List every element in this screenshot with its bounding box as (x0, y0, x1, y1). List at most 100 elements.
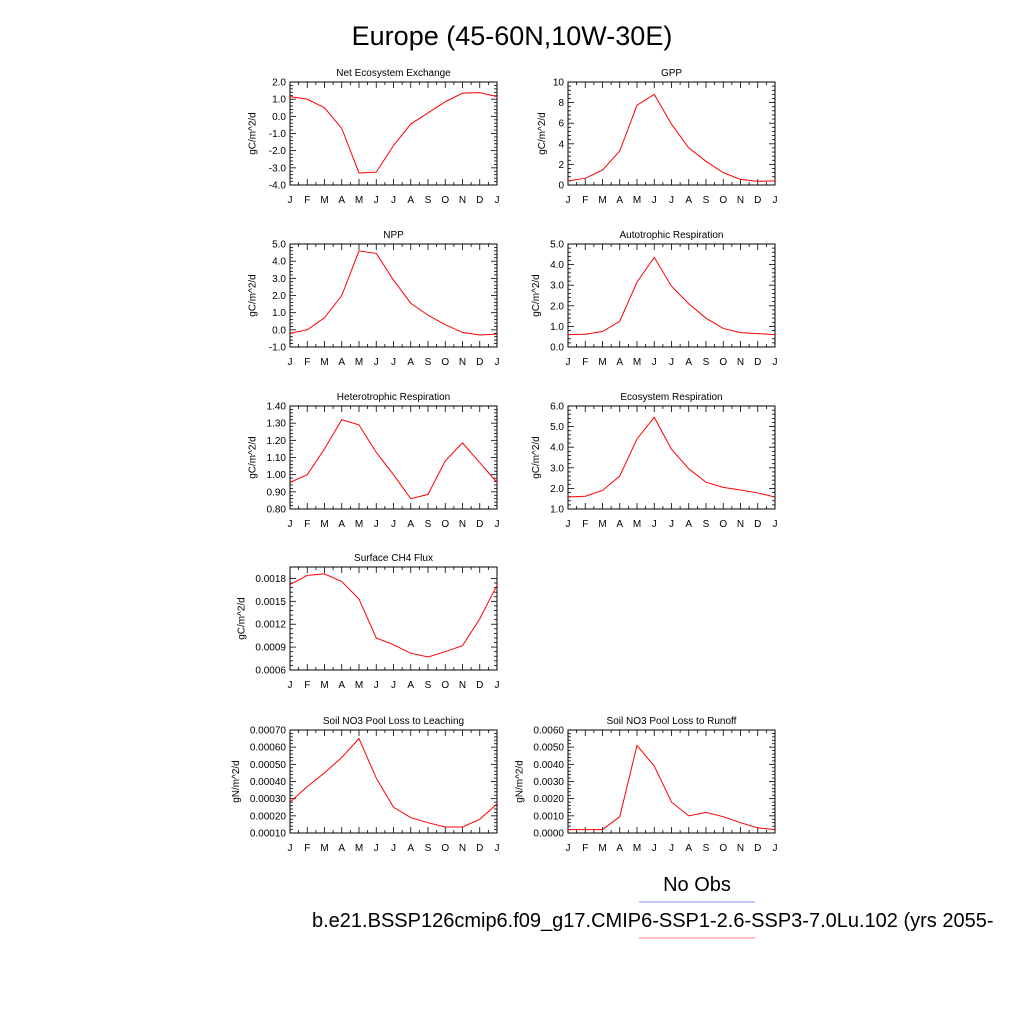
x-tick-label: A (685, 195, 692, 206)
series-line (568, 744, 776, 831)
y-tick-label: 3.0 (550, 463, 564, 474)
y-axis-label: gC/m^2/d (531, 274, 542, 317)
x-tick-label: N (459, 357, 466, 368)
x-tick-label: D (476, 843, 483, 854)
x-tick-label: J (773, 519, 778, 530)
y-axis-label: gC/m^2/d (248, 274, 259, 317)
x-tick-label: A (407, 357, 414, 368)
x-tick-label: S (425, 195, 432, 206)
y-axis-label: gN/m^2/d (231, 760, 242, 803)
panel-title: Ecosystem Respiration (620, 392, 722, 403)
x-tick-label: M (598, 843, 606, 854)
x-tick-label: D (476, 357, 483, 368)
y-tick-label: 10 (553, 78, 565, 89)
x-tick-label: S (425, 843, 432, 854)
x-tick-label: N (459, 843, 466, 854)
x-tick-label: M (633, 195, 641, 206)
y-tick-label: 0.0000 (533, 829, 564, 840)
x-tick-label: J (374, 843, 379, 854)
x-tick-label: M (320, 195, 328, 206)
y-tick-label: 4.0 (550, 443, 564, 454)
plot-frame (289, 729, 498, 834)
x-tick-label: O (441, 519, 449, 530)
x-tick-label: J (566, 519, 571, 530)
y-axis-label: gC/m^2/d (248, 436, 259, 479)
x-tick-label: N (737, 843, 744, 854)
y-tick-label: 0.0020 (533, 794, 564, 805)
y-tick-label: -4.0 (269, 181, 287, 192)
x-tick-label: M (633, 357, 641, 368)
x-tick-label: J (566, 843, 571, 854)
x-tick-label: J (669, 843, 674, 854)
x-tick-label: J (391, 843, 396, 854)
x-tick-label: A (616, 357, 623, 368)
y-tick-label: 5.0 (272, 240, 286, 251)
x-tick-label: A (338, 843, 345, 854)
x-tick-label: A (616, 195, 623, 206)
plot-frame (289, 243, 498, 348)
panel-ecosystem-respiration: J F M A M J J A S O N D J1.02.03.04.05.06.0Ecosystem… (531, 392, 777, 530)
x-tick-label: A (685, 357, 692, 368)
x-tick-label: F (582, 195, 588, 206)
y-tick-label: 0.0012 (255, 620, 286, 631)
x-tick-label: N (459, 680, 466, 691)
x-tick-label: J (495, 680, 500, 691)
x-tick-label: N (459, 195, 466, 206)
panel-title: Soil NO3 Pool Loss to Runoff (607, 716, 737, 727)
y-tick-label: 1.0 (272, 95, 286, 106)
x-tick-label: F (582, 843, 588, 854)
series-line (289, 419, 498, 500)
y-axis-label: gC/m^2/d (236, 597, 247, 640)
figure-title: Europe (45-60N,10W-30E) (352, 21, 673, 51)
x-tick-label: F (582, 519, 588, 530)
y-tick-label: 1.0 (272, 308, 286, 319)
legend-label-obs: No Obs (663, 874, 731, 896)
x-tick-label: J (652, 357, 657, 368)
panel-title: Heterotrophic Respiration (337, 392, 450, 403)
y-tick-label: 4 (558, 139, 564, 150)
x-tick-label: N (459, 519, 466, 530)
panel-npp: J F M A M J J A S O N D J-1.00.01.02.03.04.05.0NPPgC… (248, 230, 500, 368)
series-line (289, 737, 498, 828)
series-line (289, 92, 498, 174)
plot-frame (567, 729, 776, 834)
legend: No Obs b.e21.BSSP126cmip6.f09_g17.CMIP6-… (312, 874, 994, 939)
legend-label-model: b.e21.BSSP126cmip6.f09_g17.CMIP6-SSP1-2.… (312, 910, 994, 932)
y-tick-label: 0.00040 (250, 777, 287, 788)
x-tick-label: O (441, 357, 449, 368)
x-tick-label: J (391, 680, 396, 691)
y-tick-label: 0 (558, 181, 564, 192)
y-tick-label: 1.00 (267, 470, 287, 481)
panel-heterotrophic-respiration: J F M A M J J A S O N D J0.800.901.001.101.201.301.4… (248, 392, 500, 530)
x-tick-label: A (685, 843, 692, 854)
y-tick-label: 1.20 (267, 436, 287, 447)
x-tick-label: J (773, 195, 778, 206)
x-tick-label: A (407, 195, 414, 206)
y-tick-label: 0.0 (272, 112, 286, 123)
y-tick-label: 0.00070 (250, 726, 287, 737)
x-tick-label: J (566, 357, 571, 368)
x-tick-label: J (288, 843, 293, 854)
x-tick-label: J (669, 519, 674, 530)
y-tick-label: 2.0 (272, 291, 286, 302)
y-tick-label: 6.0 (550, 402, 564, 413)
x-tick-label: M (355, 357, 363, 368)
x-tick-label: D (476, 680, 483, 691)
x-tick-label: J (652, 195, 657, 206)
panel-title: NPP (383, 230, 404, 241)
y-tick-label: 1.30 (267, 419, 287, 430)
x-tick-label: A (616, 843, 623, 854)
x-tick-label: A (338, 357, 345, 368)
x-tick-label: F (304, 357, 310, 368)
plot-frame (567, 243, 776, 348)
x-tick-label: A (338, 195, 345, 206)
panel-title: GPP (661, 68, 682, 79)
x-tick-label: J (566, 195, 571, 206)
panel-soil-no3-pool-loss-to-leaching: J F M A M J J A S O N D J0.000100.000200.000300.0004… (231, 716, 500, 854)
x-tick-label: S (425, 357, 432, 368)
x-tick-label: S (425, 519, 432, 530)
x-tick-label: S (703, 519, 710, 530)
x-tick-label: J (495, 195, 500, 206)
panel-title: Autotrophic Respiration (620, 230, 724, 241)
